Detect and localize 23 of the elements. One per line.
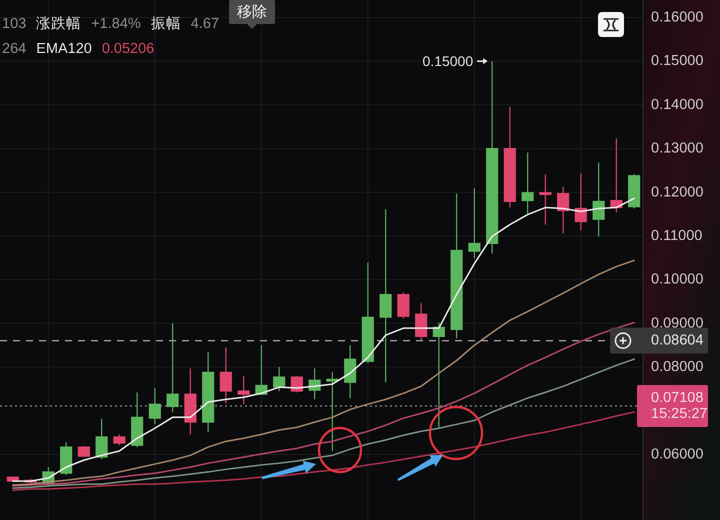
y-tick-label: 0.12000 <box>651 184 704 200</box>
annotation: +1.84% <box>91 16 141 32</box>
annotation: 4.67 <box>190 16 220 32</box>
y-tick-label: 0.08000 <box>651 359 704 376</box>
y-tick-label: 0.16000 <box>651 9 704 26</box>
annotation: 0.05206 <box>102 41 154 57</box>
tooltip: 移除 <box>229 0 276 29</box>
y-tick-label: 0.13000 <box>651 140 704 157</box>
annotation: 振幅 <box>150 15 181 32</box>
annotation: 264 <box>2 41 26 57</box>
y-tick-label: 0.06000 <box>651 446 704 462</box>
ref-line-label: 0.07108 15:25:27 <box>651 390 708 422</box>
y-tick-label: 0.11000 <box>651 228 702 244</box>
annotation: 0.15000 <box>422 53 474 70</box>
ref-line-label: 0.08604 <box>651 332 704 349</box>
annotation: 涨跌幅 <box>36 15 82 32</box>
y-tick-label: 0.14000 <box>651 96 704 113</box>
y-tick-label: 0.09000 <box>651 315 704 332</box>
annotation: EMA120 <box>36 41 92 57</box>
y-tick-label: 0.10000 <box>651 272 704 288</box>
annotation: 103 <box>2 16 26 32</box>
annotation: 移除 <box>237 4 268 20</box>
y-tick-label: 0.15000 <box>651 53 704 70</box>
